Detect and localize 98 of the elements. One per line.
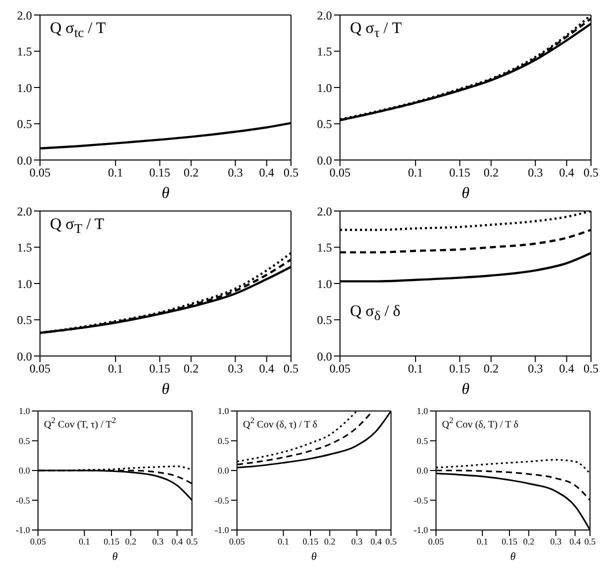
- y-tick-label: 0.5: [416, 436, 428, 446]
- x-tick-label: 0.3: [550, 536, 562, 546]
- x-tick-label: 0.05: [330, 166, 350, 180]
- x-axis-title: θ: [462, 381, 470, 398]
- x-tick-label: 0.1: [476, 536, 488, 546]
- y-tick-label: 1.5: [17, 44, 32, 59]
- x-tick-label: 0.1: [278, 536, 289, 546]
- y-tick-label: -1.0: [16, 525, 30, 536]
- y-tick-label: 1.5: [17, 240, 32, 255]
- y-tick-label: 0.5: [18, 436, 30, 446]
- x-tick-label: 0.4: [559, 166, 574, 180]
- y-tick-label: 1.0: [317, 276, 332, 291]
- x-tick-label: 0.2: [184, 166, 199, 180]
- y-tick-label: 0.0: [317, 349, 332, 364]
- x-tick-label: 0.2: [184, 362, 199, 376]
- x-tick-label: 0.2: [484, 362, 499, 376]
- x-tick-label: 0.4: [569, 536, 582, 546]
- y-tick-label: 1.0: [218, 406, 230, 416]
- x-axis-title: θ: [162, 185, 170, 202]
- x-tick-label: 0.15: [502, 536, 518, 546]
- y-tick-label: 2.0: [17, 204, 32, 218]
- y-tick-label: 1.0: [416, 406, 428, 416]
- x-tick-label: 0.4: [370, 536, 382, 546]
- x-tick-label: 0.2: [125, 536, 136, 546]
- y-tick-label: 1.0: [17, 276, 32, 291]
- x-tick-label: 0.3: [528, 362, 543, 376]
- x-tick-label: 0.5: [584, 166, 598, 180]
- x-tick-label: 0.05: [30, 362, 50, 376]
- x-tick-label: 0.1: [108, 166, 124, 180]
- y-tick-label: 1.0: [317, 80, 332, 95]
- y-tick-label: 2.0: [317, 8, 332, 22]
- x-axis-title: θ: [462, 185, 470, 202]
- y-tick-label: 0.0: [317, 153, 332, 168]
- y-axis-title: Q$^{2}$ Cov (δ, T) / T δ: [442, 416, 518, 430]
- y-tick-label: 0.0: [17, 153, 32, 168]
- y-tick-label: 1.5: [317, 240, 332, 255]
- y-tick-label: 0.5: [317, 117, 332, 132]
- x-tick-label: 0.2: [484, 166, 499, 180]
- x-tick-label: 0.3: [228, 362, 243, 376]
- x-tick-label: 0.5: [284, 362, 298, 376]
- x-tick-label: 0.3: [351, 536, 363, 546]
- x-tick-label: 0.15: [449, 166, 470, 180]
- x-tick-label: 0.05: [30, 166, 50, 180]
- x-tick-label: 0.5: [385, 536, 398, 546]
- y-tick-label: 2.0: [317, 204, 332, 218]
- x-tick-label: 0.5: [284, 166, 298, 180]
- y-tick-label: 0.5: [218, 436, 230, 446]
- y-tick-label: 1.0: [17, 80, 32, 95]
- y-axis-title: Q σ$_{δ}$ / δ: [350, 302, 400, 324]
- y-tick-label: 2.0: [17, 8, 32, 22]
- x-tick-label: 0.2: [523, 536, 534, 546]
- y-tick-label: 0.5: [17, 117, 32, 132]
- x-tick-label: 0.15: [449, 362, 470, 376]
- x-tick-label: 0.15: [302, 536, 319, 546]
- y-tick-label: 0.5: [17, 313, 32, 328]
- y-tick-label: -1.0: [214, 525, 230, 536]
- x-tick-label: 0.3: [152, 536, 164, 546]
- x-tick-label: 0.05: [229, 536, 246, 546]
- x-tick-label: 0.15: [104, 536, 120, 546]
- x-tick-label: 0.2: [324, 536, 336, 546]
- y-tick-label: 0.0: [18, 466, 30, 476]
- y-tick-label: -0.5: [414, 495, 428, 506]
- y-tick-label: 0.0: [17, 349, 32, 364]
- x-tick-label: 0.4: [171, 536, 184, 546]
- y-axis-title: Q$^{2}$ Cov (T, τ) / T$^{2}$: [44, 416, 116, 430]
- x-tick-label: 0.5: [186, 536, 198, 546]
- x-axis-title: θ: [311, 551, 318, 563]
- y-tick-label: 0.5: [317, 313, 332, 328]
- x-tick-label: 0.4: [559, 362, 574, 376]
- y-axis-title: Q$^{2}$ Cov (δ, τ) / T δ: [243, 416, 318, 430]
- x-tick-label: 0.15: [149, 362, 170, 376]
- y-tick-label: -0.5: [214, 495, 230, 506]
- y-tick-label: 0.0: [416, 466, 428, 476]
- x-tick-label: 0.5: [584, 536, 596, 546]
- x-tick-label: 0.4: [259, 362, 274, 376]
- y-tick-label: 1.0: [18, 406, 30, 416]
- y-axis-title: Q σ$_{T}$ / T: [50, 216, 104, 238]
- x-tick-label: 0.05: [428, 536, 444, 546]
- y-tick-label: 1.5: [317, 44, 332, 59]
- y-tick-label: -1.0: [414, 525, 428, 536]
- x-tick-label: 0.05: [30, 536, 46, 546]
- x-axis-title: θ: [112, 551, 118, 563]
- y-axis-title: Q σ$_{tc}$ / T: [50, 20, 106, 42]
- x-tick-label: 0.1: [108, 362, 124, 376]
- x-axis-title: θ: [162, 381, 170, 398]
- x-tick-label: 0.5: [584, 362, 598, 376]
- x-axis-title: θ: [510, 551, 516, 563]
- x-tick-label: 0.3: [228, 166, 243, 180]
- y-tick-label: 0.0: [218, 466, 230, 476]
- y-tick-label: -0.5: [16, 495, 30, 506]
- x-tick-label: 0.3: [528, 166, 543, 180]
- y-axis-title: Q σ$_{τ}$ / T: [350, 20, 402, 42]
- x-tick-label: 0.1: [78, 536, 90, 546]
- x-tick-label: 0.1: [408, 166, 424, 180]
- x-tick-label: 0.4: [259, 166, 274, 180]
- x-tick-label: 0.15: [149, 166, 170, 180]
- x-tick-label: 0.05: [330, 362, 350, 376]
- x-tick-label: 0.1: [408, 362, 424, 376]
